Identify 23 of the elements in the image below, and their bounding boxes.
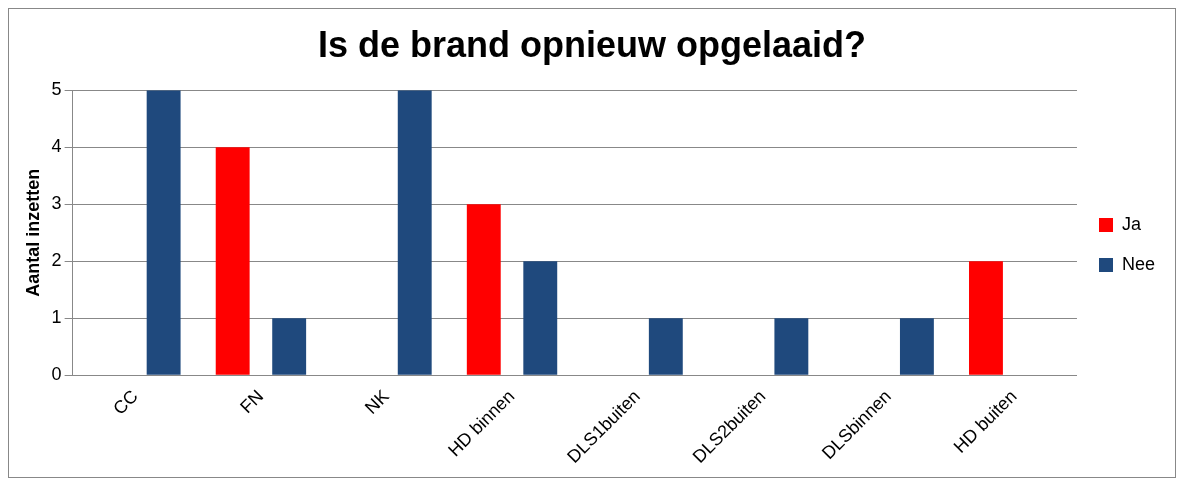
bar xyxy=(774,318,809,375)
x-tick-label: FN xyxy=(236,386,268,418)
bar xyxy=(899,318,934,375)
bar xyxy=(523,261,558,375)
bar xyxy=(397,90,432,375)
chart-title: Is de brand opnieuw opgelaaid? xyxy=(317,23,867,65)
bar xyxy=(648,318,683,375)
y-tick-label: 2 xyxy=(51,250,62,271)
legend-label: Ja xyxy=(1121,213,1142,234)
y-tick-label: 4 xyxy=(51,136,62,157)
bar xyxy=(969,261,1003,375)
bar xyxy=(215,147,250,375)
y-tick-label: 5 xyxy=(51,79,62,100)
legend-label: Nee xyxy=(1121,253,1156,274)
bar xyxy=(146,90,181,375)
bar xyxy=(466,204,501,375)
y-axis-title: Aantal inzetten xyxy=(22,168,43,297)
y-tick-label: 0 xyxy=(51,364,62,385)
x-tick-label: CC xyxy=(109,386,142,419)
y-tick-label: 1 xyxy=(51,307,62,328)
x-tick-label: NK xyxy=(360,386,393,418)
y-tick-label: 3 xyxy=(51,193,62,214)
bar xyxy=(272,318,307,375)
